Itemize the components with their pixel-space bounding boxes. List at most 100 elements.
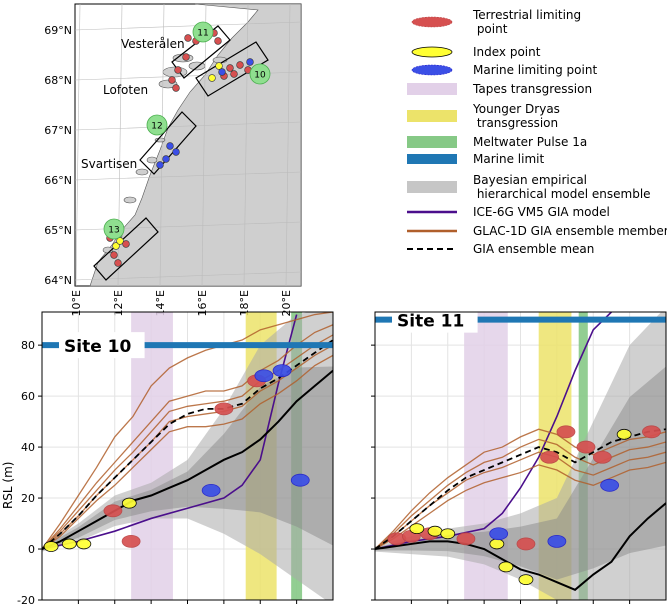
terrestrial-map-point [110,251,118,259]
y-tick-label: 0 [28,543,35,556]
marine-map-point [172,148,180,156]
marine-map-point [162,155,170,163]
marine-point [201,484,221,497]
terrestrial-map-point [122,240,130,248]
terrestrial-point [576,440,596,454]
index-map-point [215,62,223,70]
terrestrial-point [456,532,476,546]
series-glac [375,438,666,550]
plot-area: Site 11 [375,312,666,600]
terrestrial-point [103,504,123,518]
index-map-point [116,237,124,245]
terrestrial-point [516,537,536,551]
legend-symbol-younger_dryas [407,110,457,122]
site-marker-label: 11 [197,29,208,39]
index-point [427,525,443,537]
terrestrial-point [642,425,661,439]
legend-label-gia_mean: GIA ensemble mean [473,242,594,256]
map-meridian [159,3,165,287]
legend-label-line: ICE-6G VM5 GIA model [473,205,610,219]
marine-point [272,364,292,378]
marine-map-point [246,58,254,66]
legend-label-marine: Marine limiting point [473,63,597,77]
marine-point [290,473,310,487]
terrestrial-map-point [114,259,122,267]
marine-map-point [218,68,226,76]
y-axis-label: RSL (m) [1,462,15,510]
index-point [61,538,77,550]
series-glac [375,461,666,550]
terrestrial-map-point [182,53,190,61]
site-box [93,217,159,281]
site-title: Site 11 [397,312,464,332]
legend-label-line: Tapes transgression [472,82,592,96]
site-10-panel: Site 10 -20 0 20 40 60 80 RSL (m) [1,311,334,607]
legend-symbol-bayes [407,181,457,193]
site-box [195,41,269,97]
terrestrial-point [121,534,141,548]
site-marker-circle [146,114,168,136]
marine-map-point [166,142,174,150]
index-point [440,528,456,540]
legend-label-line: Index point [473,45,541,59]
index-map-point [112,242,120,250]
site-title-background [392,312,478,333]
plot-area: Site 10 [42,312,333,600]
legend-label-line: Marine limit [473,152,544,166]
site-marker-circle [249,63,271,85]
legend-symbol-terrestrial [411,16,453,28]
site-title-background [59,332,145,359]
map-parallel [74,171,302,181]
legend-label-line: GLAC-1D GIA ensemble member [473,224,667,238]
site-marker-circle [192,21,214,43]
site-marker-circle [103,218,125,240]
legend-label-line: Terrestrial limiting [472,8,581,22]
legend-symbol-marine-limit [407,154,457,164]
longitude-tick-label: 18°E [238,290,251,316]
legend-label-line: Marine limiting point [473,63,597,77]
legend-symbol-tapes [407,83,457,95]
terrestrial-map-point [168,76,176,84]
map-meridian [75,3,81,287]
site-marker-label: 12 [151,122,162,132]
terrestrial-map-point [174,66,182,74]
legend-label-line: Meltwater Pulse 1a [473,135,587,149]
index-point [409,523,425,535]
island [135,168,149,176]
legend-label-line: point [473,22,508,36]
index-point [498,561,514,573]
map-parallel [74,271,302,281]
legend-symbol-mwp1a [407,136,457,148]
legend-label-ice6g: ICE-6G VM5 GIA model [473,205,610,219]
legend-label-terrestrial: Terrestrial limiting point [472,8,581,36]
legend-label-line: hierarchical model ensemble [473,187,651,201]
marine-point [547,534,567,548]
series-ice6g [42,314,298,550]
series-glac [42,312,333,550]
y-tick-label: -20 [17,594,35,607]
terrestrial-point [592,450,612,464]
series-bayes_mean [42,369,333,550]
site-box [139,111,197,175]
region-label: Svartisen [81,157,137,171]
legend-label-line: Bayesian empirical [473,173,587,187]
map-parallel [74,21,302,31]
legend-label-glac: GLAC-1D GIA ensemble member [473,224,667,238]
latitude-tick-label: 64°N [44,274,72,287]
index-point [489,538,505,550]
legend-label-marine_limit: Marine limit [473,152,544,166]
legend-label-line: GIA ensemble mean [473,242,594,256]
marine-point [254,369,274,383]
site-11-panel: Site 11 [371,311,667,604]
region-label: Vesterålen [121,37,185,51]
terrestrial-map-point [230,70,238,78]
legend: Terrestrial limiting point Index point Mar… [407,8,667,256]
site-title: Site 10 [64,337,131,357]
legend-symbol-marine [411,64,453,76]
location-map: 69°N 68°N 67°N 66°N 65°N 64°N 10°E 12°E 14°E 16°E… [44,3,302,316]
terrestrial-point [556,425,576,439]
longitude-tick-label: 12°E [112,290,125,316]
legend-label-line: Younger Dryas [472,102,560,116]
map-parallel [74,121,302,131]
